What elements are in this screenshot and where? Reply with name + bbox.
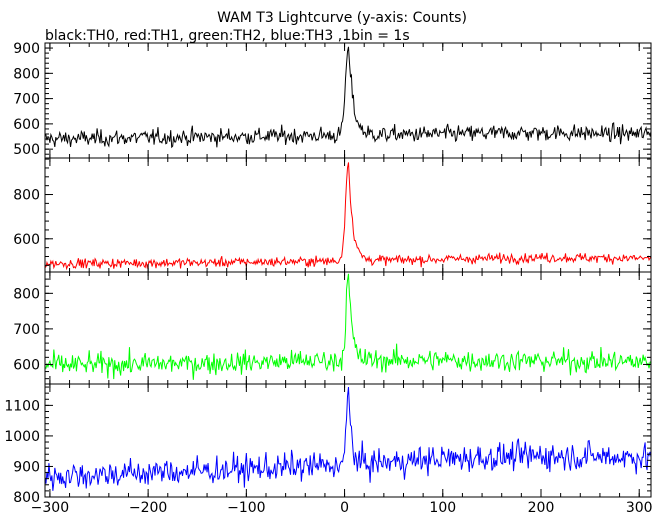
y-tick-label: 800 bbox=[13, 188, 40, 204]
x-tick-label: −100 bbox=[227, 500, 265, 515]
x-tick-label: −300 bbox=[31, 500, 69, 515]
y-tick-label: 700 bbox=[13, 322, 40, 338]
y-tick-label: 1000 bbox=[4, 429, 40, 445]
series-line-th3 bbox=[45, 386, 651, 491]
y-tick-label: 900 bbox=[13, 41, 40, 57]
panel-frame-th1 bbox=[44, 157, 652, 273]
x-tick-label: −200 bbox=[129, 500, 167, 515]
series-line-th1 bbox=[45, 162, 651, 271]
chart-title: WAM T3 Lightcurve (y-axis: Counts) bbox=[217, 10, 467, 26]
y-tick-label: 900 bbox=[13, 459, 40, 475]
x-tick-label: 200 bbox=[528, 500, 555, 515]
panel-frame-th2 bbox=[44, 271, 652, 385]
y-tick-label: 700 bbox=[13, 92, 40, 108]
chart-subtitle: black:TH0, red:TH1, green:TH2, blue:TH3 … bbox=[45, 28, 410, 44]
x-tick-label: 100 bbox=[429, 500, 456, 515]
y-tick-label: 600 bbox=[13, 232, 40, 248]
y-tick-label: 800 bbox=[13, 490, 40, 506]
y-tick-label: 600 bbox=[13, 357, 40, 373]
x-tick-label: 300 bbox=[626, 500, 653, 515]
panel-frame-th3 bbox=[44, 383, 652, 498]
y-tick-label: 800 bbox=[13, 66, 40, 82]
y-tick-label: 500 bbox=[13, 142, 40, 158]
y-tick-label: 1100 bbox=[4, 398, 40, 414]
y-tick-label: 800 bbox=[13, 286, 40, 302]
y-tick-label: 600 bbox=[13, 117, 40, 133]
series-line-th0 bbox=[45, 46, 651, 149]
series-line-th2 bbox=[45, 273, 651, 380]
x-tick-label: 0 bbox=[340, 500, 349, 515]
panels-group: 5006007008009006008006007008008009001000… bbox=[4, 41, 652, 515]
